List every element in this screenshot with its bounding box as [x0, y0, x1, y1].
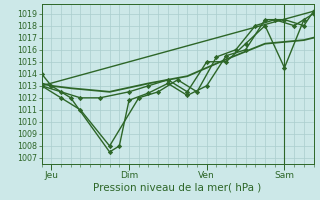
- X-axis label: Pression niveau de la mer( hPa ): Pression niveau de la mer( hPa ): [93, 183, 262, 193]
